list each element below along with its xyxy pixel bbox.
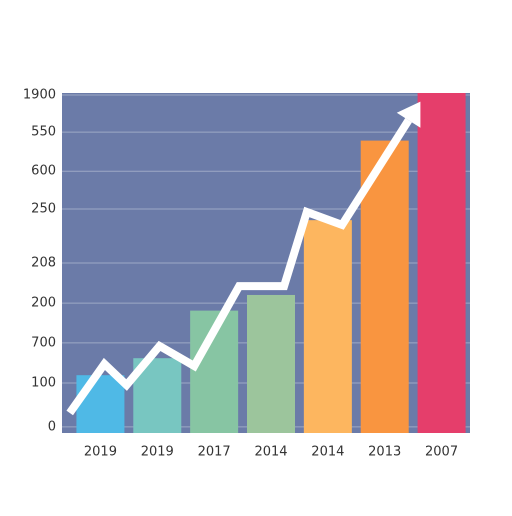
bar — [247, 294, 295, 433]
y-tick-label: 208 — [31, 256, 56, 271]
y-tick-label: 550 — [31, 125, 56, 140]
bar — [417, 93, 466, 433]
y-tick-label: 0 — [48, 419, 56, 434]
arrow-head — [396, 101, 421, 128]
x-tick-label: 2019 — [84, 445, 117, 460]
y-tick-label: 1900 — [23, 88, 56, 103]
y-tick-label: 100 — [31, 376, 56, 391]
x-tick-label: 2014 — [311, 445, 344, 460]
y-tick-label: 250 — [31, 201, 56, 216]
x-tick-label: 2007 — [425, 445, 458, 460]
x-tick-label: 2019 — [141, 445, 174, 460]
x-tick-label: 2013 — [368, 445, 401, 460]
bar — [303, 220, 352, 433]
y-tick-label: 600 — [31, 164, 56, 179]
trend-line — [66, 118, 412, 416]
x-tick-label: 2017 — [198, 445, 231, 460]
bar — [76, 375, 125, 433]
y-tick-label: 700 — [31, 335, 56, 350]
y-tick-label: 200 — [31, 296, 56, 311]
x-tick-label: 2014 — [254, 445, 287, 460]
